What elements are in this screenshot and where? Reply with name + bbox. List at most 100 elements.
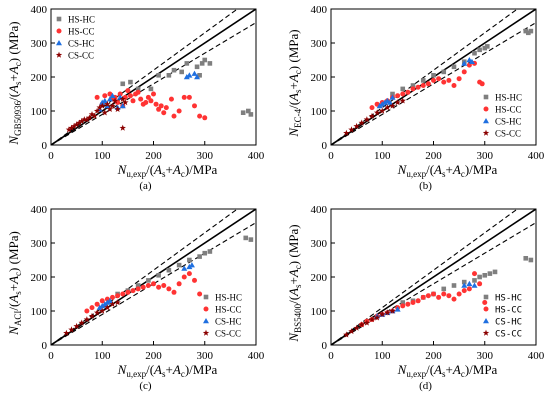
data-point-hs-cc [441,291,447,297]
data-point-hs-hc [135,86,141,92]
data-point-hs-cc [415,84,421,90]
legend-marker-hs-hc [56,16,62,22]
data-point-hs-hc [197,254,202,259]
data-point-hs-hc [420,78,426,83]
data-point-cs-hc [96,304,103,310]
data-point-hs-hc [156,73,161,78]
x-tick-label: 100 [94,350,111,362]
data-point-hs-hc [135,283,141,288]
data-point-cs-hc [181,265,188,271]
y-tick-label: 100 [311,306,328,318]
y-tick-label: 0 [322,340,328,352]
data-point-hs-hc [202,250,208,256]
x-tick-label: 200 [145,350,162,362]
data-point-hs-cc [451,296,457,302]
data-point-cs-cc [88,312,96,319]
data-point-hs-hc [482,273,488,278]
data-point-hs-hc [523,256,529,261]
data-point-hs-cc [140,284,146,290]
data-point-hs-hc [194,64,200,70]
data-point-cs-cc [93,309,101,316]
data-point-hs-cc [446,293,452,299]
data-point-hs-cc [153,101,159,107]
data-point-hs-cc [186,94,192,100]
x-tick-label: 200 [425,150,442,162]
legend-marker-cs-hc [56,40,62,46]
legend-label: CS-CC [495,129,521,139]
legend-label: CS-HC [215,317,242,327]
data-point-hs-cc [94,94,100,100]
panel-label: (d) [419,380,432,392]
data-point-cs-cc [343,331,350,338]
y-tick-label: 200 [31,272,48,284]
data-point-hs-hc [246,108,251,114]
data-point-hs-hc [202,57,208,63]
legend-label: CS-CC [215,329,241,339]
data-point-hs-hc [248,112,254,117]
data-point-cs-hc [379,101,386,107]
data-point-hs-cc [436,294,442,300]
y-tick-label: 400 [311,4,328,16]
data-point-cs-hc [381,99,388,105]
y-tick-label: 0 [42,140,48,152]
y-axis-label: NBS5400/(As+Ac) (MPa) [286,224,303,342]
data-point-hs-hc [492,269,498,275]
data-point-hs-cc [115,293,121,299]
x-tick-label: 100 [374,150,391,162]
chart-panel-a: 0 100 200 300 400 0 100 200 300 400 Nu,exp/(As+Ac)… [6,4,265,192]
data-point-hs-cc [405,301,411,307]
data-point-cs-hc [461,282,468,288]
data-point-cs-cc [373,314,381,321]
data-point-hs-hc [207,249,213,254]
data-point-hs-cc [138,96,144,102]
data-point-cs-cc [99,102,106,109]
data-point-cs-cc [81,116,88,123]
legend-marker-cs-cc [482,129,490,136]
legend-label: CS-CC [495,330,522,340]
data-point-hs-hc [461,279,467,285]
data-point-hs-cc [410,86,416,92]
data-point-cs-cc [109,300,116,307]
data-point-cs-cc [101,109,109,116]
data-point-cs-cc [379,311,386,318]
y-tick-label: 300 [31,38,48,50]
data-point-cs-cc [109,102,116,109]
y-tick-label: 300 [311,38,328,50]
lower-bound-line [331,22,536,145]
data-point-hs-cc [186,271,192,277]
data-point-cs-cc [363,319,371,326]
data-point-hs-cc [84,308,90,314]
data-point-hs-hc [184,61,190,66]
data-point-hs-cc [400,303,406,309]
data-point-hs-hc [526,30,531,36]
x-axis-label: Nu,exp/(As+Ac)/MPa [117,162,218,179]
data-point-hs-cc [151,91,156,97]
data-point-cs-hc [389,94,396,100]
data-point-hs-cc [425,81,431,87]
data-point-cs-cc [63,329,70,336]
data-point-cs-cc [73,121,80,128]
data-point-hs-cc [176,281,182,287]
data-point-hs-hc [197,73,202,78]
legend-label: HS-HC [495,93,522,103]
data-point-hs-hc [472,50,477,56]
y-tick-label: 300 [31,238,48,250]
data-point-hs-cc [431,291,436,297]
data-point-hs-cc [151,281,156,287]
data-point-hs-cc [99,298,105,304]
data-point-hs-hc [171,67,177,73]
data-point-cs-cc [96,104,103,111]
data-point-cs-hc [106,297,113,304]
data-point-cs-hc [194,74,201,80]
data-point-hs-cc [125,88,131,94]
data-point-hs-hc [482,45,488,51]
data-point-cs-cc [343,129,350,136]
data-point-cs-hc [109,92,116,98]
data-point-hs-cc [163,105,169,111]
data-point-hs-cc [446,77,452,83]
legend-label: HS-HC [68,15,95,25]
legend-label: HS-CC [495,105,522,115]
data-point-hs-hc [240,110,246,115]
panel-label: (c) [139,380,152,392]
y-axis-label: NACI/(As+Ac) (MPa) [6,231,23,336]
